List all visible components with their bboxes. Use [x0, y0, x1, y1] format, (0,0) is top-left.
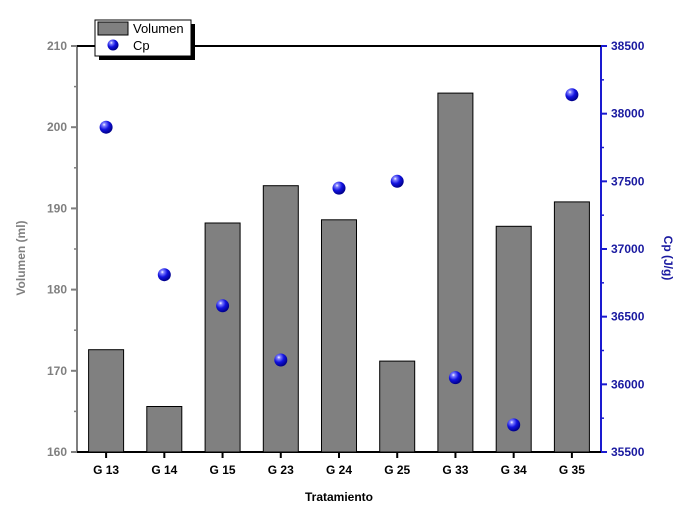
y2-tick-label: 36000 [611, 377, 645, 391]
x-tick-label: G 33 [442, 463, 468, 477]
bars-layer [88, 92, 590, 453]
x-tick-label: G 25 [384, 463, 410, 477]
bar-g24 [321, 219, 357, 453]
right-axis-ticks: 35500 36000 36500 37000 37500 38000 38500 [601, 39, 645, 459]
bar-g33 [437, 92, 474, 453]
y-axis-title: Volumen (ml) [14, 220, 28, 295]
left-axis-ticks: 160 170 180 190 200 210 [47, 39, 77, 459]
legend: Volumen Cp [94, 19, 195, 60]
y2-tick-label: 35500 [611, 445, 645, 459]
point-cp-g25 [390, 174, 404, 188]
legend-label-cp: Cp [133, 38, 150, 53]
y2-axis-title: Cp (J/g) [661, 236, 675, 281]
legend-swatch-volumen [97, 21, 129, 36]
point-cp-g14 [157, 268, 171, 282]
x-tick-label: G 34 [501, 463, 527, 477]
x-tick-label: G 13 [93, 463, 119, 477]
x-tick-label: G 35 [559, 463, 585, 477]
bar-g25 [379, 360, 416, 453]
y-tick-label: 200 [47, 120, 67, 134]
bar-g15 [204, 222, 241, 453]
y-tick-label: 170 [47, 364, 67, 378]
y2-tick-label: 38500 [611, 39, 645, 53]
y-tick-label: 210 [47, 39, 67, 53]
points-layer [99, 88, 579, 432]
point-cp-g15 [216, 299, 230, 313]
y2-tick-label: 36500 [611, 310, 645, 324]
point-cp-g34 [507, 418, 521, 432]
y2-tick-label: 37500 [611, 174, 645, 188]
bar-g23 [262, 185, 299, 453]
x-axis-title: Tratamiento [305, 490, 373, 504]
point-cp-g23 [274, 353, 288, 367]
bar-g34 [495, 225, 532, 453]
point-cp-g24 [332, 181, 346, 195]
legend-label-volumen: Volumen [133, 21, 184, 36]
y-tick-label: 190 [47, 201, 67, 215]
point-cp-g33 [448, 371, 462, 385]
point-cp-g35 [565, 88, 579, 102]
y-tick-label: 160 [47, 445, 67, 459]
bar-g13 [88, 349, 125, 453]
bar-g35 [553, 201, 590, 453]
point-cp-g13 [99, 120, 113, 134]
x-tick-label: G 24 [326, 463, 352, 477]
y-tick-label: 180 [47, 283, 67, 297]
x-tick-label: G 23 [268, 463, 294, 477]
y2-tick-label: 37000 [611, 242, 645, 256]
bar-g14 [146, 406, 183, 453]
y2-tick-label: 38000 [611, 107, 645, 121]
x-axis-ticks: G 13 G 14 G 15 G 23 G 24 G 25 G 33 G 34 G 35 [93, 452, 585, 477]
legend-marker-cp [107, 39, 119, 51]
x-tick-label: G 15 [210, 463, 236, 477]
x-tick-label: G 14 [151, 463, 177, 477]
